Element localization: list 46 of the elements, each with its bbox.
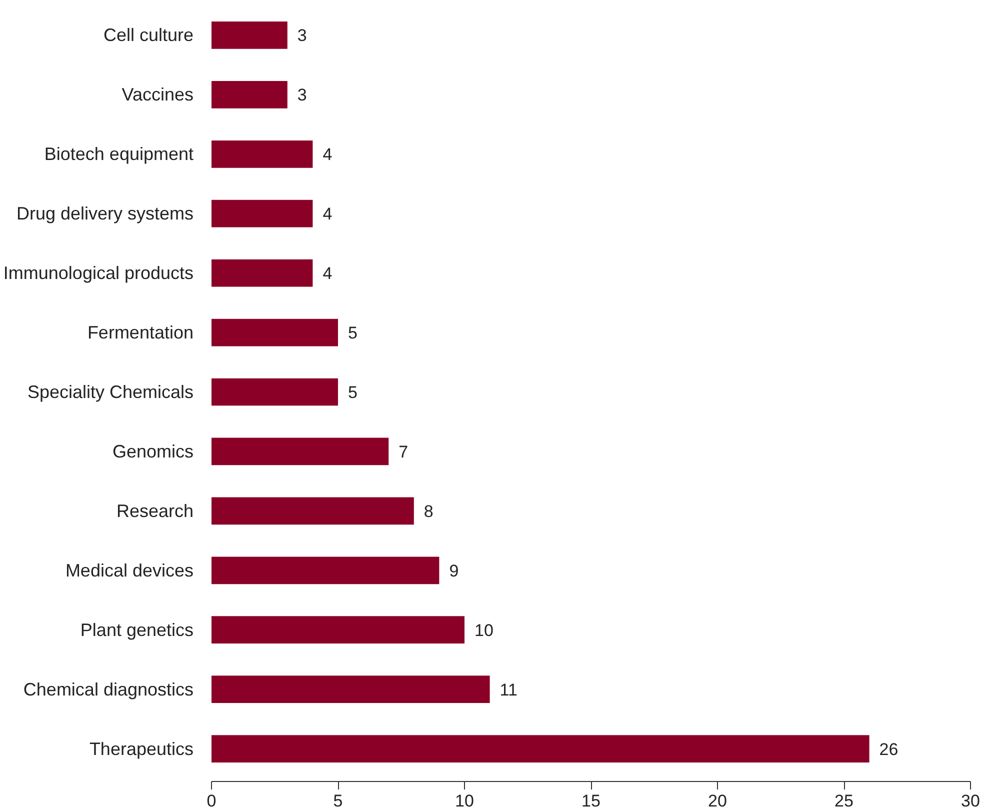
bar (212, 556, 440, 584)
x-tick-label: 15 (582, 792, 600, 809)
y-tick-label: Therapeutics (89, 738, 194, 759)
data-label: 3 (297, 26, 307, 46)
bar (212, 318, 338, 346)
bar (212, 140, 313, 168)
data-label: 11 (500, 680, 518, 700)
data-label: 5 (348, 383, 358, 402)
y-tick-label: Speciality Chemicals (27, 382, 194, 402)
y-tick-label: Plant genetics (80, 620, 194, 640)
data-label: 9 (449, 561, 459, 580)
bar (212, 259, 313, 287)
x-tick-label: 5 (333, 792, 343, 809)
x-tick-label: 25 (834, 792, 854, 809)
data-label: 26 (879, 740, 898, 759)
bar (212, 22, 288, 49)
bar (212, 497, 414, 525)
y-tick-label: Immunological products (3, 263, 194, 284)
bar (212, 438, 389, 466)
y-tick-label: Fermentation (87, 322, 194, 343)
x-tick-label: 20 (708, 792, 727, 809)
bar (212, 378, 338, 406)
bar (212, 735, 870, 762)
bar (212, 200, 313, 228)
y-tick-label: Drug delivery systems (16, 204, 194, 224)
y-tick-label: Cell culture (103, 25, 194, 46)
x-tick-label: 30 (961, 792, 980, 809)
data-label: 5 (348, 324, 358, 343)
bar (212, 676, 490, 704)
data-label: 4 (322, 264, 332, 284)
y-tick-label: Vaccines (122, 84, 194, 105)
data-label: 8 (424, 502, 434, 521)
y-tick-label: Biotech equipment (44, 144, 194, 164)
y-tick-label: Chemical diagnostics (23, 679, 194, 700)
data-label: 4 (322, 204, 332, 224)
data-label: 10 (474, 620, 494, 640)
y-tick-label: Medical devices (65, 560, 194, 580)
data-label: 4 (322, 145, 332, 164)
y-tick-label: Research (116, 500, 194, 521)
x-tick-label: 0 (206, 792, 216, 809)
data-label: 7 (398, 442, 408, 462)
bar (212, 616, 464, 644)
bar (212, 80, 288, 108)
x-tick-label: 10 (455, 792, 474, 809)
y-tick-label: Genomics (112, 441, 194, 462)
data-label: 3 (297, 86, 307, 105)
